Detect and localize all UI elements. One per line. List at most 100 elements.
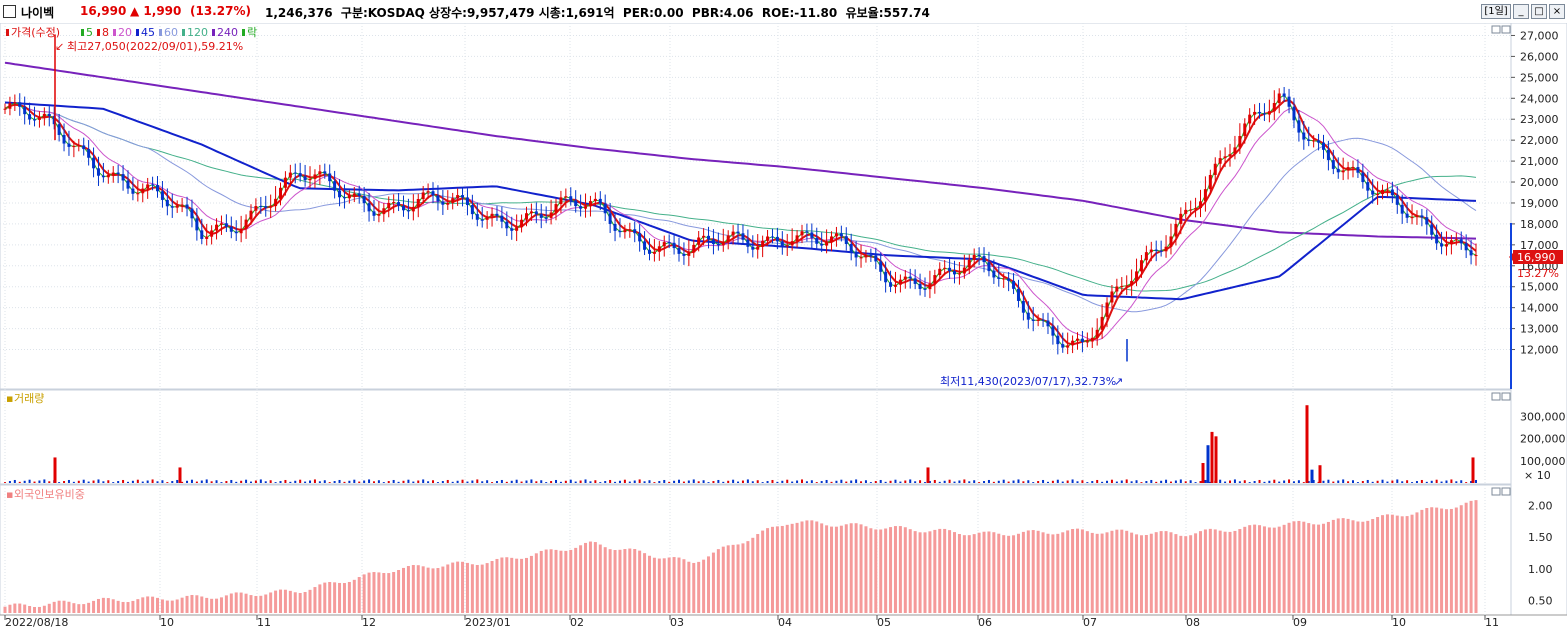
foreign-bar	[977, 532, 981, 613]
volume-panel-controls[interactable]	[1491, 392, 1511, 401]
foreign-panel-controls[interactable]	[1491, 487, 1511, 496]
foreign-bar	[170, 600, 174, 613]
volume-peak-bar	[1210, 431, 1214, 483]
price-panel[interactable]	[0, 23, 1512, 390]
volume-peak-bar	[178, 467, 182, 483]
close-icon[interactable]: ×	[1549, 4, 1565, 19]
volume-y-tick: 100,000	[1520, 455, 1566, 468]
candle	[416, 198, 420, 207]
volume-bar	[599, 482, 602, 483]
volume-panel[interactable]	[0, 389, 1512, 485]
candle	[1041, 319, 1045, 321]
foreign-bar	[87, 602, 91, 613]
volume-bar	[1229, 480, 1232, 483]
candle	[1012, 280, 1016, 289]
checkbox-icon[interactable]	[3, 5, 16, 18]
foreign-bar	[903, 527, 907, 613]
candle	[92, 157, 96, 169]
volume-bar	[855, 479, 858, 483]
candle	[298, 173, 302, 177]
candle	[992, 271, 996, 278]
volume-bar	[1391, 480, 1394, 483]
candle	[623, 230, 627, 233]
candle	[785, 245, 789, 247]
volume-bar	[1214, 436, 1218, 483]
foreign-bar	[1179, 535, 1183, 613]
volume-bar	[274, 482, 277, 483]
foreign-bar	[92, 600, 96, 613]
candle	[628, 229, 632, 231]
candle	[239, 228, 243, 234]
candle	[1267, 111, 1271, 115]
volume-unit: × 10	[1524, 469, 1551, 482]
foreign-bar	[249, 595, 253, 613]
volume-bar	[1209, 481, 1212, 483]
volume-bar	[973, 480, 976, 483]
candle	[579, 206, 583, 209]
title-bar: 나이벡 16,990 ▲ 1,990 (13.27%) 1,246,376 구분…	[0, 0, 1567, 24]
foreign-bar	[1198, 531, 1202, 613]
volume-bar	[928, 481, 931, 483]
volume-bar	[1396, 479, 1399, 483]
volume-bar	[505, 481, 508, 483]
volume-bar	[1318, 465, 1322, 483]
candle	[411, 206, 415, 212]
candle	[544, 217, 548, 219]
volume-bar	[87, 481, 90, 483]
candle	[1021, 300, 1025, 313]
volume-bar	[402, 480, 405, 483]
volume-bar	[1201, 463, 1205, 483]
candle	[1174, 223, 1178, 237]
candle	[1262, 113, 1266, 115]
candle	[1120, 286, 1124, 288]
volume-bar	[687, 480, 690, 483]
foreign-bar	[82, 604, 86, 613]
volume-bar	[230, 479, 233, 483]
volume-bar	[938, 481, 941, 483]
price-panel-controls[interactable]	[1491, 25, 1511, 34]
foreign-bar	[13, 603, 17, 613]
volume-bar	[1096, 479, 1099, 483]
foreign-bar	[215, 598, 219, 613]
foreign-bar	[126, 602, 130, 613]
foreign-bar	[982, 531, 986, 613]
candle	[879, 261, 883, 272]
foreign-bar	[451, 562, 455, 613]
stock-chart[interactable]: 27,000 26,000 25,000 24,000 23,000 22,000 21,0…	[0, 23, 1567, 630]
foreign-bar	[441, 566, 445, 613]
volume-bar	[1145, 481, 1148, 483]
candle	[190, 208, 194, 219]
volume-bar	[1440, 481, 1443, 483]
foreign-bar	[1361, 521, 1365, 613]
volume-y-tick: 200,000	[1520, 433, 1566, 446]
volume-bar	[1233, 479, 1236, 483]
volume-bar	[756, 480, 759, 483]
volume-bar	[1042, 479, 1045, 483]
candle	[603, 203, 607, 214]
period-button[interactable]: [1일]	[1481, 4, 1511, 19]
volume-bar	[1086, 482, 1089, 483]
candle	[1036, 319, 1040, 321]
minimize-icon[interactable]: _	[1513, 4, 1529, 19]
foreign-bar	[293, 592, 297, 613]
foreign-bar	[1292, 521, 1296, 613]
foreign-bar	[141, 597, 145, 613]
candle	[195, 218, 199, 231]
volume-bar	[741, 480, 744, 483]
volume-bar	[914, 481, 917, 483]
volume-bar	[1115, 481, 1118, 483]
x-tick-label: 11	[1485, 616, 1499, 629]
maximize-icon[interactable]: □	[1531, 4, 1547, 19]
foreign-bar	[1440, 508, 1444, 613]
volume-bar	[245, 479, 248, 483]
candle	[1258, 111, 1262, 114]
volume-legend-marker: ▪	[6, 392, 13, 405]
foreign-bar	[918, 532, 922, 613]
volume-bar	[1352, 480, 1355, 483]
foreign-bar	[1410, 514, 1414, 613]
candle	[766, 236, 770, 241]
foreign-bar	[475, 564, 479, 613]
foreign-bar	[52, 601, 56, 613]
foreign-bar	[131, 600, 135, 613]
foreign-bar	[992, 532, 996, 613]
